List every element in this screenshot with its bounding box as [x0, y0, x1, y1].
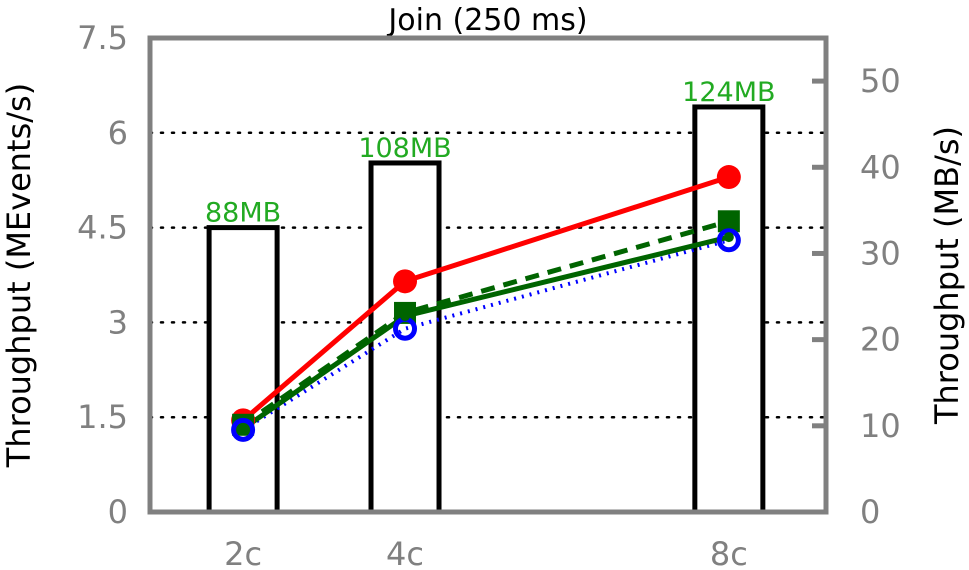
series-line-2 [242, 238, 730, 432]
series-3-point-2c [238, 423, 249, 434]
series-1-point-8c [717, 210, 740, 233]
y-right-tick-10: 10 [860, 407, 901, 445]
series-lines [241, 174, 730, 432]
axes [147, 35, 829, 515]
y-left-tick-6: 6 [108, 114, 128, 152]
y-right-tick-50: 50 [860, 62, 901, 100]
x-tick-4c: 4c [386, 535, 424, 570]
y-axis-right-title: Throughput (MB/s) [928, 126, 966, 425]
series-0-point-4c [393, 269, 418, 294]
y-left-tick-3: 3 [108, 303, 128, 341]
series-0-point-8c [716, 165, 741, 190]
y-left-tick-4.5: 4.5 [77, 209, 128, 247]
y-right-tick-0: 0 [860, 493, 880, 531]
series-2-point-8c [716, 228, 741, 253]
bars [206, 104, 766, 515]
x-tick-2c: 2c [224, 535, 262, 570]
tick-labels: 0 1.5 3 4.5 6 7.5 0 10 20 30 40 50 2c 4c 8c [77, 19, 901, 570]
series-line-3 [241, 234, 730, 431]
y-right-tick-40: 40 [860, 148, 901, 186]
bar-2c [206, 225, 280, 515]
bar-label-4c: 108MB [358, 133, 451, 164]
series-3-point-4c [400, 311, 411, 322]
y-right-tick-30: 30 [860, 234, 901, 272]
bar-label-2c: 88MB [205, 198, 281, 229]
plot-frame [147, 35, 829, 515]
y-right-tick-20: 20 [860, 321, 901, 359]
series-markers [231, 165, 741, 442]
y-left-tick-1.5: 1.5 [77, 398, 128, 436]
x-tick-8c: 8c [710, 535, 748, 570]
bar-label-8c: 124MB [682, 77, 775, 108]
chart-title: Join (250 ms) [386, 3, 587, 38]
series-3-point-8c [723, 232, 734, 243]
y-left-tick-7.5: 7.5 [77, 19, 128, 57]
y-axis-left-title: Throughput (MEvents/s) [0, 83, 38, 468]
bar-labels: 88MB 108MB 124MB [205, 77, 776, 229]
series-2-point-2c [231, 417, 256, 442]
y-left-tick-0: 0 [108, 493, 128, 531]
